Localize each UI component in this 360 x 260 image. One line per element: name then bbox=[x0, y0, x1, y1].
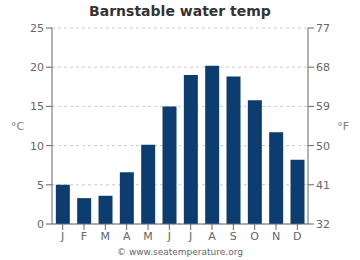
svg-text:68: 68 bbox=[316, 61, 330, 74]
svg-text:°F: °F bbox=[337, 120, 349, 133]
svg-text:J: J bbox=[188, 230, 192, 243]
svg-text:32: 32 bbox=[316, 218, 330, 231]
svg-text:N: N bbox=[272, 230, 280, 243]
svg-text:77: 77 bbox=[316, 22, 330, 35]
svg-text:41: 41 bbox=[316, 179, 330, 192]
svg-text:F: F bbox=[81, 230, 87, 243]
svg-text:A: A bbox=[208, 230, 216, 243]
svg-text:O: O bbox=[250, 230, 259, 243]
svg-text:S: S bbox=[230, 230, 237, 243]
svg-text:A: A bbox=[123, 230, 131, 243]
svg-text:10: 10 bbox=[30, 140, 44, 153]
svg-text:J: J bbox=[60, 230, 64, 243]
svg-text:°C: °C bbox=[11, 120, 25, 133]
svg-text:20: 20 bbox=[30, 61, 44, 74]
html-text:© www.seatemperature.org: © www.seatemperature.org bbox=[117, 247, 243, 257]
svg-text:J: J bbox=[167, 230, 171, 243]
svg-text:15: 15 bbox=[30, 100, 44, 113]
svg-text:M: M bbox=[143, 230, 153, 243]
html-text:Barnstable water temp: Barnstable water temp bbox=[89, 3, 271, 19]
svg-text:50: 50 bbox=[316, 140, 330, 153]
svg-text:M: M bbox=[101, 230, 111, 243]
svg-text:D: D bbox=[293, 230, 301, 243]
svg-text:5: 5 bbox=[37, 179, 44, 192]
svg-text:0: 0 bbox=[37, 218, 44, 231]
svg-text:25: 25 bbox=[30, 22, 44, 35]
svg-text:59: 59 bbox=[316, 100, 330, 113]
